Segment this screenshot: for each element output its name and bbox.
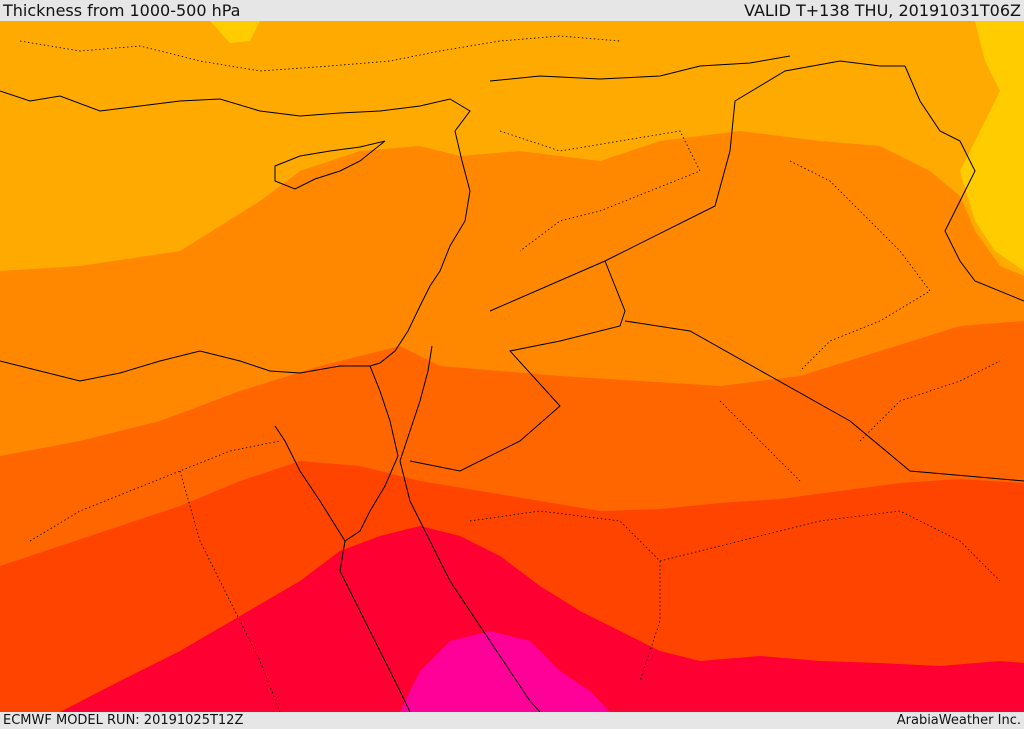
thickness-map bbox=[0, 21, 1024, 712]
map-canvas bbox=[0, 21, 1024, 712]
dotted-iraq-provinces bbox=[789, 160, 931, 372]
province-boundaries bbox=[19, 35, 1001, 712]
map-header: Thickness from 1000-500 hPa VALID T+138 … bbox=[0, 0, 1024, 21]
map-footer: ECMWF MODEL RUN: 20191025T12Z ArabiaWeat… bbox=[0, 712, 1024, 729]
dotted-saudi-central bbox=[719, 360, 1001, 482]
dotted-saudi-provinces bbox=[469, 510, 1001, 682]
red-sea-west bbox=[339, 540, 411, 712]
dotted-syria-provinces bbox=[499, 130, 701, 252]
band-1-patch-ne bbox=[960, 21, 1024, 271]
levant-coast bbox=[369, 130, 471, 367]
jordan-saudi-border bbox=[409, 260, 626, 472]
map-title: Thickness from 1000-500 hPa bbox=[3, 1, 241, 20]
valid-time: VALID T+138 THU, 20191031T06Z bbox=[744, 1, 1021, 20]
syria-iraq-border bbox=[489, 60, 905, 312]
country-borders bbox=[0, 55, 1024, 712]
iraq-saudi-border bbox=[624, 320, 1024, 482]
gulf-aqaba bbox=[399, 345, 433, 462]
dotted-egypt-provinces bbox=[29, 440, 281, 712]
cyprus-outline bbox=[274, 140, 386, 190]
dotted-turkey-provinces bbox=[19, 35, 621, 72]
band-7 bbox=[400, 631, 610, 712]
turkey-syria-border bbox=[489, 55, 791, 82]
red-sea-east bbox=[399, 460, 541, 712]
credit: ArabiaWeather Inc. bbox=[896, 713, 1021, 728]
coastline-turkey-south bbox=[0, 90, 471, 132]
egypt-north-coast bbox=[0, 350, 370, 382]
iran-iraq-border bbox=[904, 65, 1024, 302]
model-run: ECMWF MODEL RUN: 20191025T12Z bbox=[3, 713, 244, 728]
band-1-patch-n bbox=[210, 21, 260, 43]
band-6 bbox=[60, 526, 1024, 712]
sinai-gulf-suez bbox=[274, 365, 399, 542]
